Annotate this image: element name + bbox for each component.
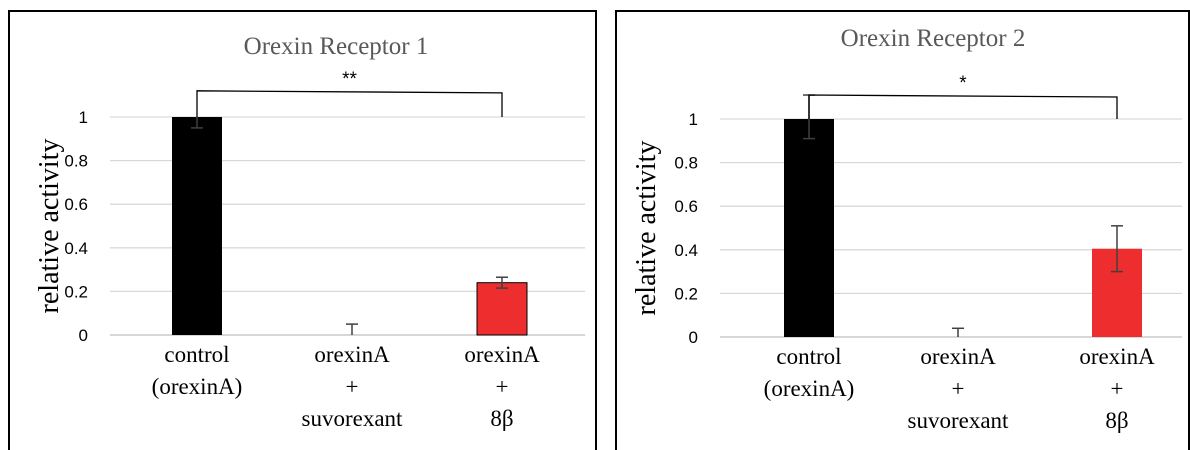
x-category-label: suvorexant [302,406,404,431]
y-tick-label: 0.6 [64,195,88,214]
y-tick-label: 0.4 [64,239,88,258]
y-tick-label: 0 [689,328,698,347]
significance-bracket [196,90,503,117]
y-tick-label: 0 [79,326,88,345]
x-category-label: + [1111,376,1124,401]
x-category-label: 8β [490,406,513,431]
x-category-label: suvorexant [908,408,1010,433]
x-category-label: (orexinA) [764,376,855,401]
significance-label: * [959,73,967,94]
y-tick-label: 0.6 [674,197,698,216]
x-category-label: orexinA [1079,344,1155,369]
significance-bracket [808,94,1118,119]
x-category-label: control [164,342,229,367]
chart-panel-receptor-2: Orexin Receptor 2 relative activity 0 0.2 0.… [615,10,1190,450]
y-tick-label: 0.8 [64,152,88,171]
y-tick-label: 0.2 [64,282,88,301]
x-category-label: + [346,374,359,399]
chart-receptor-2: Orexin Receptor 2 relative activity 0 0.2 0.… [631,25,1182,433]
significance-label: ** [342,69,357,90]
x-category-label: 8β [1105,408,1128,433]
chart-panel-receptor-1: Orexin Receptor 1 relative activity 0 0.2 0.… [8,10,597,450]
y-axis-label: relative activity [631,141,662,316]
chart-title: Orexin Receptor 2 [841,25,1026,52]
bar-0 [784,119,834,337]
chart-title: Orexin Receptor 1 [244,33,429,60]
y-tick-label: 1 [689,110,698,129]
bar-0 [172,117,222,335]
x-category-label: (orexinA) [152,374,243,399]
x-category-label: orexinA [920,344,996,369]
y-axis-label: relative activity [34,139,65,314]
y-tick-label: 1 [79,108,88,127]
x-category-label: orexinA [314,342,390,367]
x-category-label: control [776,344,841,369]
x-category-label: + [496,374,509,399]
y-tick-label: 0.4 [674,241,698,260]
bar-2 [476,282,528,336]
x-category-label: + [952,376,965,401]
chart-receptor-1: Orexin Receptor 1 relative activity 0 0.2 0.… [34,33,585,431]
x-category-label: orexinA [464,342,540,367]
y-tick-label: 0.2 [674,284,698,303]
y-tick-label: 0.8 [674,154,698,173]
